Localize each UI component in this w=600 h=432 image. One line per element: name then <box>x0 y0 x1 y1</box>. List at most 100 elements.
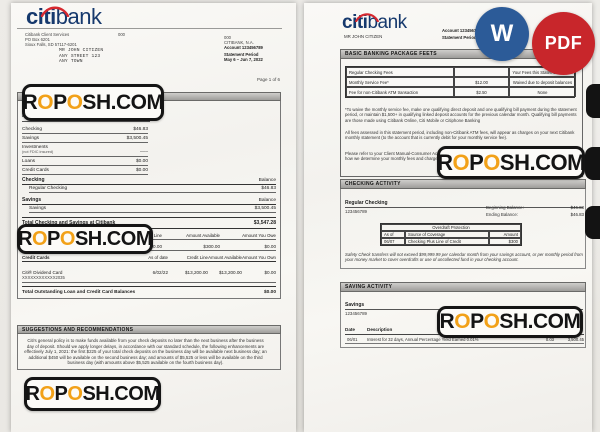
watermark-text: ROPOSH.COM <box>439 310 581 333</box>
suggestions-body: Citi's general policy is to make funds a… <box>24 338 267 366</box>
savings-header-row: Savings Balance <box>22 197 276 205</box>
summary-row: Investments (not FDIC insured) ––– <box>22 143 148 157</box>
recipient-address: MR JOHN CITIZEN ANY STREET 123 ANY TOWN <box>59 48 103 65</box>
summary-label: Savings <box>22 136 40 141</box>
relationship-summary-table: Checking $46.83 Savings $3,500.45 Invest… <box>22 125 148 175</box>
total-outstanding-row: Total Outstanding Loan and Credit Card B… <box>22 286 276 295</box>
fees-note-3: Please refer to your Client Manual-Consu… <box>345 151 577 162</box>
summary-value: $0.00 <box>135 168 148 173</box>
citibank-logo: citibank <box>26 6 102 28</box>
card-number: XXXXXXXXXXXX2035 <box>22 274 65 280</box>
fee-cell: None <box>509 87 576 97</box>
amount-you-owe-value: $0.00 <box>264 243 277 249</box>
balance-header: Balance <box>258 198 276 203</box>
credit-line-header: Credit Line <box>186 255 208 260</box>
fees-title: BASIC BANKING PACKAGE FEETS <box>345 51 437 57</box>
overdraft-protection-table: Overdraft Protection As of Source of Cov… <box>380 223 522 246</box>
fees-note-3-line: Please refer to your Client Manual-Consu… <box>345 151 459 156</box>
meta-period-label: Statement Period <box>224 51 259 57</box>
meta-code: 000 <box>224 35 231 40</box>
fees-note-3-line: how we determine your monthly fees and c… <box>345 156 440 162</box>
summary-label: Checking <box>22 127 42 132</box>
summary-row: Checking $46.83 <box>22 125 148 134</box>
total-label: Total Checking and Savings at Citibank <box>22 220 116 226</box>
watermark-text: ROPOSH.COM <box>22 90 164 114</box>
checking-header: Checking <box>22 177 45 183</box>
savings-row-description: Interest for 32 days, Annual Percentage … <box>367 336 479 342</box>
sender-line: Sioux Falls, SD 57117-6201 <box>25 42 77 47</box>
summary-label: Credit Cards <box>22 168 49 173</box>
ending-balance-label: Ending Balance: <box>486 212 518 217</box>
recipient-line: ANY TOWN <box>59 59 83 65</box>
account-balance: $46.83 <box>261 186 276 191</box>
summary-value: $46.83 <box>133 127 148 132</box>
beginning-balance-label: Beginning Balance: <box>486 205 524 210</box>
summary-value: $3,500.45 <box>126 136 148 141</box>
overdraft-title: Overdraft Protection <box>381 224 521 231</box>
meta-period-label: Statement Period <box>442 35 477 40</box>
amount-available-value: $300.00 <box>203 243 220 249</box>
overdraft-cell: Checking Plus Line of Credit <box>405 238 489 245</box>
savings-account-name: Savings <box>345 302 365 308</box>
fee-cell: $2.50 <box>454 87 509 97</box>
card-as-of: 6/02/22 <box>152 269 168 275</box>
card-owe: $0.00 <box>264 269 277 275</box>
checking-row: Regular Checking $46.83 <box>29 186 276 193</box>
savings-row-balance: 3,500.45 <box>567 336 584 342</box>
pdf-format-icon[interactable]: PDF <box>532 12 595 75</box>
card-credit-line: $13,200.00 <box>185 269 208 275</box>
credit-card-row: Citi® Dividend Card XXXXXXXXXXXX2035 6/0… <box>22 268 276 283</box>
account-name: Regular Checking <box>29 186 68 191</box>
overdraft-cell: 06/07 <box>381 238 405 245</box>
summary-row: Savings $3,500.45 <box>22 134 148 143</box>
card-available: $13,200.00 <box>219 269 242 275</box>
savings-row: Savings $3,500.45 <box>29 206 276 213</box>
fee-cell: Regular Checking Fees <box>346 67 454 77</box>
savings-row-date: 06/01 <box>347 336 358 342</box>
fee-cell: $12.00 <box>454 77 509 87</box>
watermark-edge-fragment <box>586 84 600 118</box>
summary-label: Investments (not FDIC insured) <box>22 145 54 154</box>
recipient-line: MR JOHN CITIZEN <box>59 48 104 53</box>
logo-bank-text: bank <box>55 4 102 29</box>
fee-cell: Fee for non-Citibank ATM transaction <box>346 87 454 97</box>
statement-page-1: citibank Citibank Client Services PO Box… <box>11 3 296 432</box>
sender-address: Citibank Client Services PO Box 6201 Sio… <box>25 32 77 47</box>
recipient-line: ANY STREET 123 <box>59 53 101 59</box>
sender-line: Citibank Client Services <box>25 32 70 37</box>
meta-account: Account 123456789 <box>224 44 263 50</box>
savings-account-number: 123456789 <box>345 310 367 316</box>
header-rule <box>17 28 282 29</box>
checking-activity-title: CHECKING ACTIVITY <box>345 181 401 187</box>
overdraft-cell: $300 <box>489 238 521 245</box>
account-name: Savings <box>29 206 47 211</box>
checking-rule <box>345 207 583 208</box>
card-name: Citi® Dividend Card <box>22 269 63 275</box>
account-balance: $3,500.45 <box>254 206 276 211</box>
overdraft-header: Source of Coverage <box>405 231 489 238</box>
fees-note-1: *To waive the monthly service fee, make … <box>345 107 577 123</box>
watermark-badge: ROPOSH.COM <box>17 224 153 254</box>
suggestions-title: SUGGESTIONS AND RECOMMENDATIONS <box>22 326 134 333</box>
summary-value: ––– <box>139 150 148 155</box>
as-of-date-header: As of date <box>148 255 168 260</box>
watermark-badge: ROPOSH.COM <box>437 306 583 338</box>
total-value: $3,547.28 <box>253 220 276 226</box>
sender-line: PO Box 6201 <box>25 37 50 42</box>
meta-account: Account 123456789 <box>442 28 481 33</box>
amount-available-header: Amount Available <box>208 255 242 260</box>
fees-note-2: All fees assessed in this statement peri… <box>345 130 575 141</box>
amount-you-owe-header: Amount You Owe <box>242 233 276 238</box>
word-format-icon[interactable]: W <box>475 7 529 61</box>
checking-account-name: Regular Checking <box>345 200 388 206</box>
meta-period: May 6 – Jun 7, 2022 <box>224 56 263 62</box>
fee-cell: Monthly Service Fee* <box>346 77 454 87</box>
total-outstanding-label: Total Outstanding Loan and Credit Card B… <box>22 289 136 295</box>
summary-value: $0.00 <box>135 159 148 164</box>
description-column-header: Description <box>367 327 393 332</box>
watermark-text: ROPOSH.COM <box>437 149 585 175</box>
date-column-header: Date <box>345 327 355 332</box>
saving-activity-title: SAVING ACTIVITY <box>345 284 393 290</box>
fee-cell: Waived due to deposit balances <box>509 77 576 87</box>
